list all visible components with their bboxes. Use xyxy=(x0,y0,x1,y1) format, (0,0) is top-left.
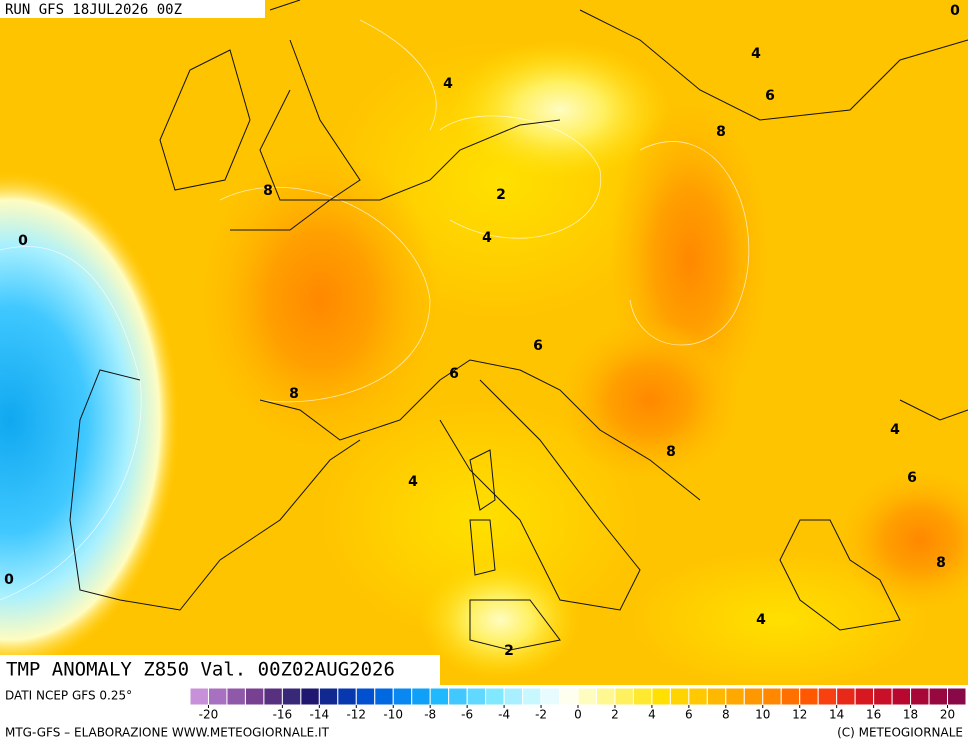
colorbar-swatch xyxy=(226,687,246,706)
colorbar-tick-label: -10 xyxy=(383,708,403,722)
contour-label: 4 xyxy=(482,230,492,246)
map-title: TMP ANOMALY Z850 Val. 00Z02AUG2026 xyxy=(6,659,395,681)
colorbar-swatch xyxy=(540,687,561,706)
colorbar-tick-label: -20 xyxy=(199,708,219,722)
contour-label: 4 xyxy=(756,612,766,628)
contour-label: 0 xyxy=(4,572,14,588)
colorbar-tick-label: 18 xyxy=(903,708,918,722)
colorbar-swatch xyxy=(873,687,893,706)
colorbar-swatch xyxy=(485,687,505,706)
contour-label: 2 xyxy=(496,187,506,203)
colorbar-swatch xyxy=(928,687,949,706)
colorbar-swatch xyxy=(448,687,468,706)
colorbar-tick-label: 2 xyxy=(611,708,619,722)
colorbar-tick-label: -12 xyxy=(346,708,366,722)
contour-label: 6 xyxy=(907,470,917,486)
colorbar-swatch xyxy=(614,687,634,706)
source-label: DATI NCEP GFS 0.25° xyxy=(5,689,132,703)
colorbar-swatch xyxy=(318,687,339,706)
colorbar-swatch xyxy=(836,687,856,706)
colorbar-swatch xyxy=(799,687,819,706)
colorbar-swatch xyxy=(374,687,394,706)
map-field xyxy=(0,0,968,690)
colorbar-swatch xyxy=(522,687,542,706)
colorbar-tick-label: 12 xyxy=(792,708,807,722)
contour-label: 4 xyxy=(751,46,761,62)
colorbar-swatch xyxy=(854,687,875,706)
colorbar-tick-label: -14 xyxy=(310,708,330,722)
colorbar: -20 -16 -14 -12 -10 -8 -6 -4 -2 0 2 4 6 8 10 12 14 16 18 20 xyxy=(189,687,967,722)
colorbar-swatch xyxy=(263,687,283,706)
colorbar-tick-label: 10 xyxy=(755,708,770,722)
header-box xyxy=(0,0,265,18)
run-label: RUN GFS 18JUL2026 00Z xyxy=(5,2,182,18)
colorbar-swatch xyxy=(300,687,320,706)
colorbar-swatch xyxy=(337,687,357,706)
colorbar-tick-label: -16 xyxy=(273,708,293,722)
contour-label: 8 xyxy=(716,124,726,140)
contour-labels: 0 4 4 6 8 8 2 4 8 6 6 8 4 4 6 8 0 4 2 xyxy=(4,46,946,659)
footer-right: (C) METEOGIORNALE xyxy=(837,726,963,740)
contour-label: 6 xyxy=(765,88,775,104)
colorbar-swatch xyxy=(559,687,579,706)
colorbar-swatch xyxy=(706,687,727,706)
contour-label: 8 xyxy=(289,386,299,402)
colorbar-swatch xyxy=(743,687,764,706)
contour-label: 4 xyxy=(443,76,453,92)
colorbar-tick-label: 8 xyxy=(722,708,730,722)
colorbar-swatch xyxy=(669,687,690,706)
colorbar-swatch xyxy=(817,687,838,706)
colorbar-tick-label: -6 xyxy=(461,708,473,722)
colorbar-swatch xyxy=(207,687,228,706)
contour-label: 0 xyxy=(18,233,28,249)
colorbar-swatch xyxy=(466,687,487,706)
colorbar-swatch xyxy=(762,687,782,706)
colorbar-swatch xyxy=(780,687,801,706)
colorbar-swatch xyxy=(910,687,930,706)
contour-label: 4 xyxy=(408,474,418,490)
colorbar-swatch xyxy=(651,687,671,706)
title-box xyxy=(0,655,440,685)
colorbar-tick-label: -8 xyxy=(424,708,436,722)
colorbar-swatch xyxy=(947,687,967,706)
footer-left: MTG-GFS – ELABORAZIONE WWW.METEOGIORNALE… xyxy=(5,726,330,740)
colorbar-swatch xyxy=(392,687,413,706)
colorbar-swatch xyxy=(355,687,376,706)
colorbar-swatch xyxy=(281,687,302,706)
colorbar-swatch xyxy=(503,687,524,706)
colorbar-tick-label: -2 xyxy=(535,708,547,722)
colorbar-swatch xyxy=(429,687,450,706)
contour-label: 8 xyxy=(666,444,676,460)
colorbar-tick-label: -4 xyxy=(498,708,510,722)
colorbar-tick-label: 20 xyxy=(940,708,955,722)
colorbar-tick-label: 16 xyxy=(866,708,881,722)
colorbar-swatch xyxy=(595,687,616,706)
contour-label: 8 xyxy=(936,555,946,571)
colorbar-swatch xyxy=(891,687,912,706)
colorbar-swatch xyxy=(688,687,708,706)
contour-label: 2 xyxy=(504,643,514,659)
contour-label: 8 xyxy=(263,183,273,199)
contour-label: 6 xyxy=(533,338,543,354)
colorbar-swatch xyxy=(244,687,265,706)
colorbar-swatch xyxy=(577,687,597,706)
colorbar-swatch xyxy=(632,687,653,706)
corner-label: 0 xyxy=(950,3,960,19)
colorbar-tick-label: 6 xyxy=(685,708,693,722)
colorbar-tick-label: 14 xyxy=(829,708,844,722)
contour-label: 4 xyxy=(890,422,900,438)
colorbar-swatch xyxy=(411,687,431,706)
colorbar-swatch xyxy=(189,687,209,706)
colorbar-tick-label: 0 xyxy=(574,708,582,722)
colorbar-tick-label: 4 xyxy=(648,708,656,722)
colorbar-swatch xyxy=(725,687,745,706)
contour-label: 6 xyxy=(449,366,459,382)
